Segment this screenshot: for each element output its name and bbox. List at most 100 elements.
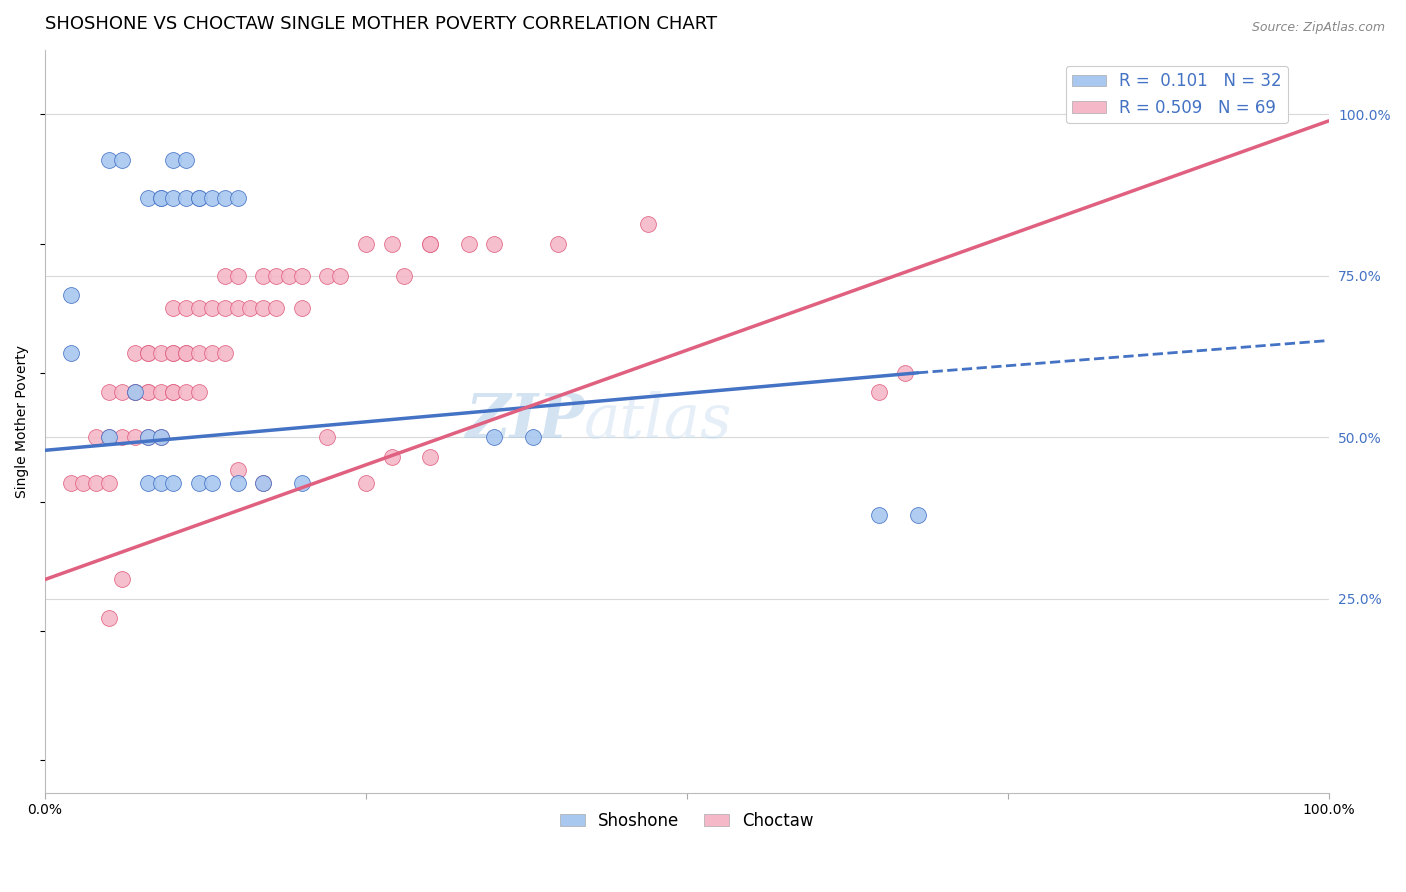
Point: [124, 385, 146, 400]
Point: [201, 301, 224, 316]
Point: [111, 573, 134, 587]
Point: [214, 301, 236, 316]
Point: [226, 268, 249, 283]
Text: atlas: atlas: [583, 392, 733, 451]
Point: [484, 430, 506, 444]
Point: [291, 475, 314, 490]
Point: [329, 268, 352, 283]
Point: [868, 385, 890, 400]
Point: [111, 385, 134, 400]
Point: [162, 301, 184, 316]
Point: [252, 475, 274, 490]
Point: [201, 475, 224, 490]
Point: [226, 191, 249, 205]
Point: [174, 191, 197, 205]
Point: [149, 191, 172, 205]
Point: [162, 475, 184, 490]
Point: [149, 475, 172, 490]
Point: [149, 346, 172, 360]
Point: [136, 346, 159, 360]
Point: [188, 346, 211, 360]
Point: [214, 346, 236, 360]
Point: [124, 346, 146, 360]
Point: [214, 191, 236, 205]
Point: [264, 268, 287, 283]
Point: [149, 385, 172, 400]
Point: [136, 346, 159, 360]
Point: [98, 611, 121, 625]
Point: [380, 236, 402, 251]
Point: [419, 450, 441, 464]
Point: [136, 191, 159, 205]
Text: SHOSHONE VS CHOCTAW SINGLE MOTHER POVERTY CORRELATION CHART: SHOSHONE VS CHOCTAW SINGLE MOTHER POVERT…: [45, 15, 717, 33]
Point: [136, 385, 159, 400]
Point: [188, 475, 211, 490]
Point: [291, 268, 314, 283]
Point: [457, 236, 479, 251]
Point: [136, 430, 159, 444]
Point: [188, 385, 211, 400]
Point: [136, 430, 159, 444]
Point: [419, 236, 441, 251]
Point: [86, 475, 108, 490]
Point: [419, 236, 441, 251]
Point: [547, 236, 569, 251]
Point: [59, 288, 82, 302]
Point: [174, 346, 197, 360]
Point: [252, 268, 274, 283]
Point: [264, 301, 287, 316]
Point: [214, 268, 236, 283]
Point: [174, 385, 197, 400]
Point: [98, 153, 121, 167]
Point: [162, 346, 184, 360]
Point: [239, 301, 262, 316]
Point: [277, 268, 299, 283]
Point: [894, 366, 917, 380]
Point: [124, 430, 146, 444]
Point: [252, 301, 274, 316]
Point: [149, 191, 172, 205]
Point: [136, 475, 159, 490]
Point: [124, 385, 146, 400]
Point: [226, 301, 249, 316]
Point: [111, 430, 134, 444]
Point: [111, 153, 134, 167]
Point: [354, 475, 377, 490]
Point: [316, 268, 339, 283]
Point: [98, 385, 121, 400]
Point: [98, 475, 121, 490]
Point: [136, 385, 159, 400]
Point: [174, 346, 197, 360]
Point: [149, 430, 172, 444]
Point: [124, 385, 146, 400]
Point: [394, 268, 416, 283]
Point: [226, 463, 249, 477]
Point: [162, 191, 184, 205]
Text: ZIP: ZIP: [465, 392, 583, 451]
Point: [162, 346, 184, 360]
Point: [72, 475, 94, 490]
Point: [522, 430, 544, 444]
Text: Source: ZipAtlas.com: Source: ZipAtlas.com: [1251, 21, 1385, 34]
Point: [188, 191, 211, 205]
Point: [226, 475, 249, 490]
Point: [291, 301, 314, 316]
Point: [149, 430, 172, 444]
Point: [637, 217, 659, 231]
Point: [354, 236, 377, 251]
Point: [316, 430, 339, 444]
Point: [162, 385, 184, 400]
Point: [98, 430, 121, 444]
Y-axis label: Single Mother Poverty: Single Mother Poverty: [15, 344, 30, 498]
Point: [201, 346, 224, 360]
Point: [484, 236, 506, 251]
Point: [201, 191, 224, 205]
Point: [188, 301, 211, 316]
Point: [162, 153, 184, 167]
Point: [252, 475, 274, 490]
Point: [174, 301, 197, 316]
Point: [907, 508, 929, 522]
Point: [868, 508, 890, 522]
Point: [162, 385, 184, 400]
Point: [86, 430, 108, 444]
